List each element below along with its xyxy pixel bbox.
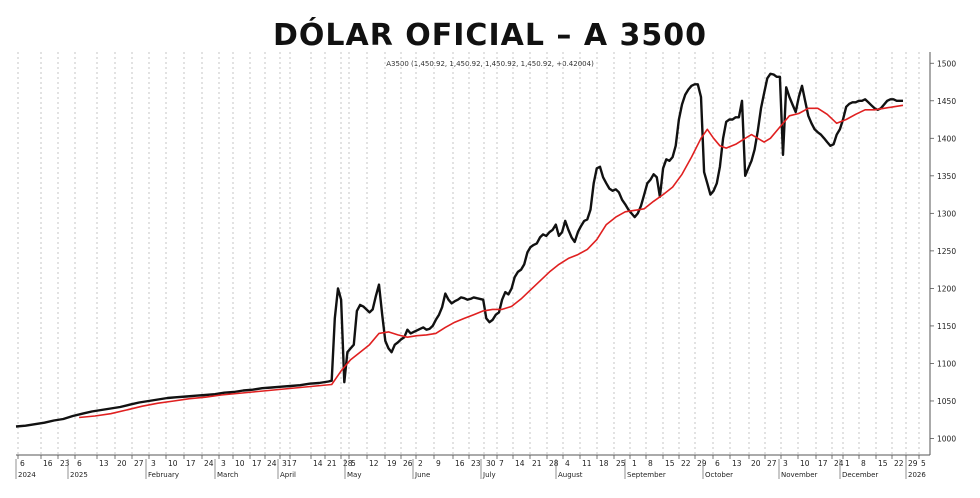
x-tick-label: 9 bbox=[436, 459, 441, 468]
x-tick-label: 17 bbox=[186, 459, 196, 468]
x-tick-label: 20 bbox=[117, 459, 127, 468]
y-tick-label: 1000 bbox=[937, 434, 956, 443]
x-tick-label: 18 bbox=[599, 459, 609, 468]
x-month-label: December bbox=[842, 471, 878, 479]
x-tick-label: 21 bbox=[532, 459, 542, 468]
x-tick-label: 6 bbox=[77, 459, 82, 468]
x-month-label: March bbox=[217, 471, 238, 479]
x-tick-label: 23 bbox=[60, 459, 70, 468]
x-tick-label: 3 bbox=[221, 459, 226, 468]
x-month-label: May bbox=[347, 471, 361, 479]
chart-title: DÓLAR OFICIAL – A 3500 bbox=[272, 18, 707, 53]
x-tick-label: 1 bbox=[845, 459, 850, 468]
x-tick-label: 23 bbox=[471, 459, 481, 468]
x-tick-label: 7 bbox=[499, 459, 504, 468]
x-tick-label: 7 bbox=[292, 459, 297, 468]
x-tick-label: 11 bbox=[582, 459, 592, 468]
x-tick-label: 1 bbox=[632, 459, 637, 468]
x-tick-label: 10 bbox=[235, 459, 245, 468]
x-tick-label: 26 bbox=[403, 459, 413, 468]
x-tick-label: 13 bbox=[99, 459, 109, 468]
x-tick-label: 22 bbox=[681, 459, 691, 468]
y-tick-label: 1100 bbox=[937, 359, 956, 368]
x-tick-label: 2 bbox=[418, 459, 423, 468]
x-tick-label: 17 bbox=[252, 459, 262, 468]
x-tick-label: 6 bbox=[715, 459, 720, 468]
x-tick-label: 22 bbox=[894, 459, 904, 468]
x-tick-label: 27 bbox=[767, 459, 777, 468]
x-month-label: February bbox=[148, 471, 179, 479]
x-tick-label: 10 bbox=[800, 459, 810, 468]
x-tick-label: 24 bbox=[834, 459, 844, 468]
x-month-label: August bbox=[558, 471, 583, 479]
y-tick-label: 1150 bbox=[937, 322, 956, 331]
x-tick-label: 31 bbox=[282, 459, 292, 468]
x-tick-label: 29 bbox=[908, 459, 918, 468]
x-tick-label: 27 bbox=[134, 459, 144, 468]
x-month-label: April bbox=[280, 471, 296, 479]
x-month-label: 2026 bbox=[908, 471, 926, 479]
x-tick-label: 17 bbox=[818, 459, 828, 468]
x-tick-label: 28 bbox=[343, 459, 353, 468]
x-tick-label: 8 bbox=[648, 459, 653, 468]
x-tick-label: 20 bbox=[751, 459, 761, 468]
ticks-layer: 6 16 23 6 13 20 27 3 10 17 24 3 10 17 24 31 7 14 21 285 12 19… bbox=[15, 59, 956, 479]
x-month-label: September bbox=[627, 471, 666, 479]
x-tick-label: 5 bbox=[921, 459, 926, 468]
y-tick-label: 1050 bbox=[937, 397, 956, 406]
x-tick-label: 12 bbox=[369, 459, 379, 468]
x-tick-label: 24 bbox=[267, 459, 277, 468]
x-tick-label: 8 bbox=[861, 459, 866, 468]
x-tick-label: 29 bbox=[697, 459, 707, 468]
x-month-label: 2024 bbox=[18, 471, 36, 479]
x-tick-label: 30 bbox=[486, 459, 496, 468]
x-tick-label: 15 bbox=[665, 459, 675, 468]
x-tick-label: 25 bbox=[616, 459, 626, 468]
x-tick-label: 16 bbox=[455, 459, 465, 468]
y-tick-label: 1250 bbox=[937, 247, 956, 256]
x-tick-label: 15 bbox=[878, 459, 888, 468]
x-tick-label: 14 bbox=[313, 459, 323, 468]
x-month-label: November bbox=[781, 471, 818, 479]
x-month-label: July bbox=[482, 471, 496, 479]
y-tick-label: 1500 bbox=[937, 59, 956, 68]
x-tick-label: 3 bbox=[783, 459, 788, 468]
y-tick-label: 1450 bbox=[937, 97, 956, 106]
x-tick-label: 3 bbox=[151, 459, 156, 468]
x-tick-label: 14 bbox=[515, 459, 525, 468]
x-tick-label: 24 bbox=[204, 459, 214, 468]
y-tick-label: 1400 bbox=[937, 134, 956, 143]
x-month-label: October bbox=[705, 471, 733, 479]
x-tick-label: 6 bbox=[20, 459, 25, 468]
series-price-line bbox=[15, 72, 903, 428]
y-tick-label: 1200 bbox=[937, 284, 956, 293]
x-tick-label: 5 bbox=[351, 459, 356, 468]
series-layer bbox=[15, 72, 904, 428]
y-tick-label: 1300 bbox=[937, 209, 956, 218]
x-tick-label: 28 bbox=[549, 459, 559, 468]
x-month-label: June bbox=[414, 471, 430, 479]
x-month-label: 2025 bbox=[70, 471, 88, 479]
x-tick-label: 10 bbox=[168, 459, 178, 468]
x-tick-label: 19 bbox=[387, 459, 397, 468]
x-tick-label: 13 bbox=[732, 459, 742, 468]
series-average-line bbox=[79, 104, 904, 419]
x-tick-label: 4 bbox=[565, 459, 570, 468]
y-tick-label: 1350 bbox=[937, 172, 956, 181]
x-tick-label: 16 bbox=[43, 459, 53, 468]
legend-text: A3500 (1,450.92, 1,450.92, 1,450.92, 1,4… bbox=[386, 60, 594, 68]
x-tick-label: 21 bbox=[327, 459, 337, 468]
